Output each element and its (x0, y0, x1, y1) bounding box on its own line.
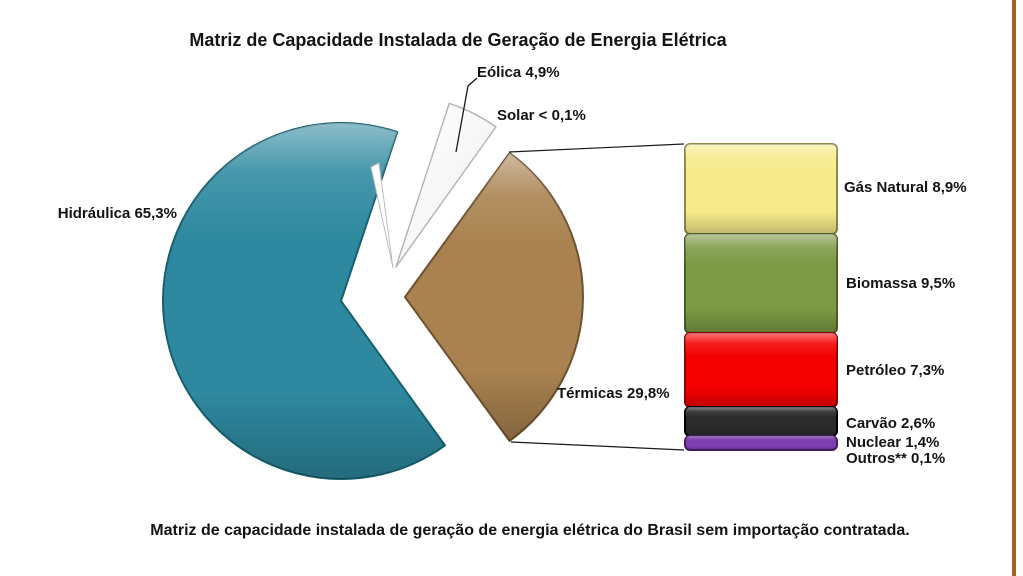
label-gas-natural: Gás Natural 8,9% (844, 179, 967, 196)
page-right-border (1012, 0, 1016, 576)
pie-slice-solar (370, 162, 394, 269)
label-hidraulica: Hidráulica 65,3% (57, 205, 177, 222)
bar-segment-petroleo (684, 332, 838, 408)
pie-slice-hidraulica (162, 122, 446, 481)
label-outros: Outros** 0,1% (846, 450, 946, 467)
pie-slice-termicas (404, 152, 584, 442)
bar-segment-nuclear (684, 435, 838, 451)
label-solar: Solar < 0,1% (497, 107, 586, 124)
label-nuclear: Nuclear 1,4% (846, 434, 940, 451)
label-termicas: Térmicas 29,8% (557, 385, 670, 402)
label-carvao: Carvão 2,6% (846, 415, 936, 432)
bar-segment-biomassa (684, 233, 838, 334)
bar-segment-gas-natural (684, 143, 838, 235)
termicas-connector-bottom (510, 441, 685, 451)
label-petroleo: Petróleo 7,3% (846, 362, 945, 379)
label-biomassa: Biomassa 9,5% (846, 275, 956, 292)
bar-segment-carvao (684, 406, 838, 437)
termicas-connector-top (508, 143, 685, 153)
chart-title: Matriz de Capacidade Instalada de Geraçã… (189, 30, 727, 50)
pie-slice-eolica (395, 102, 497, 268)
breakdown-bar (684, 143, 838, 451)
label-eolica: Eólica 4,9% (477, 64, 560, 81)
eolica-leader-line (455, 77, 478, 153)
chart-caption: Matriz de capacidade instalada de geraçã… (150, 522, 910, 539)
